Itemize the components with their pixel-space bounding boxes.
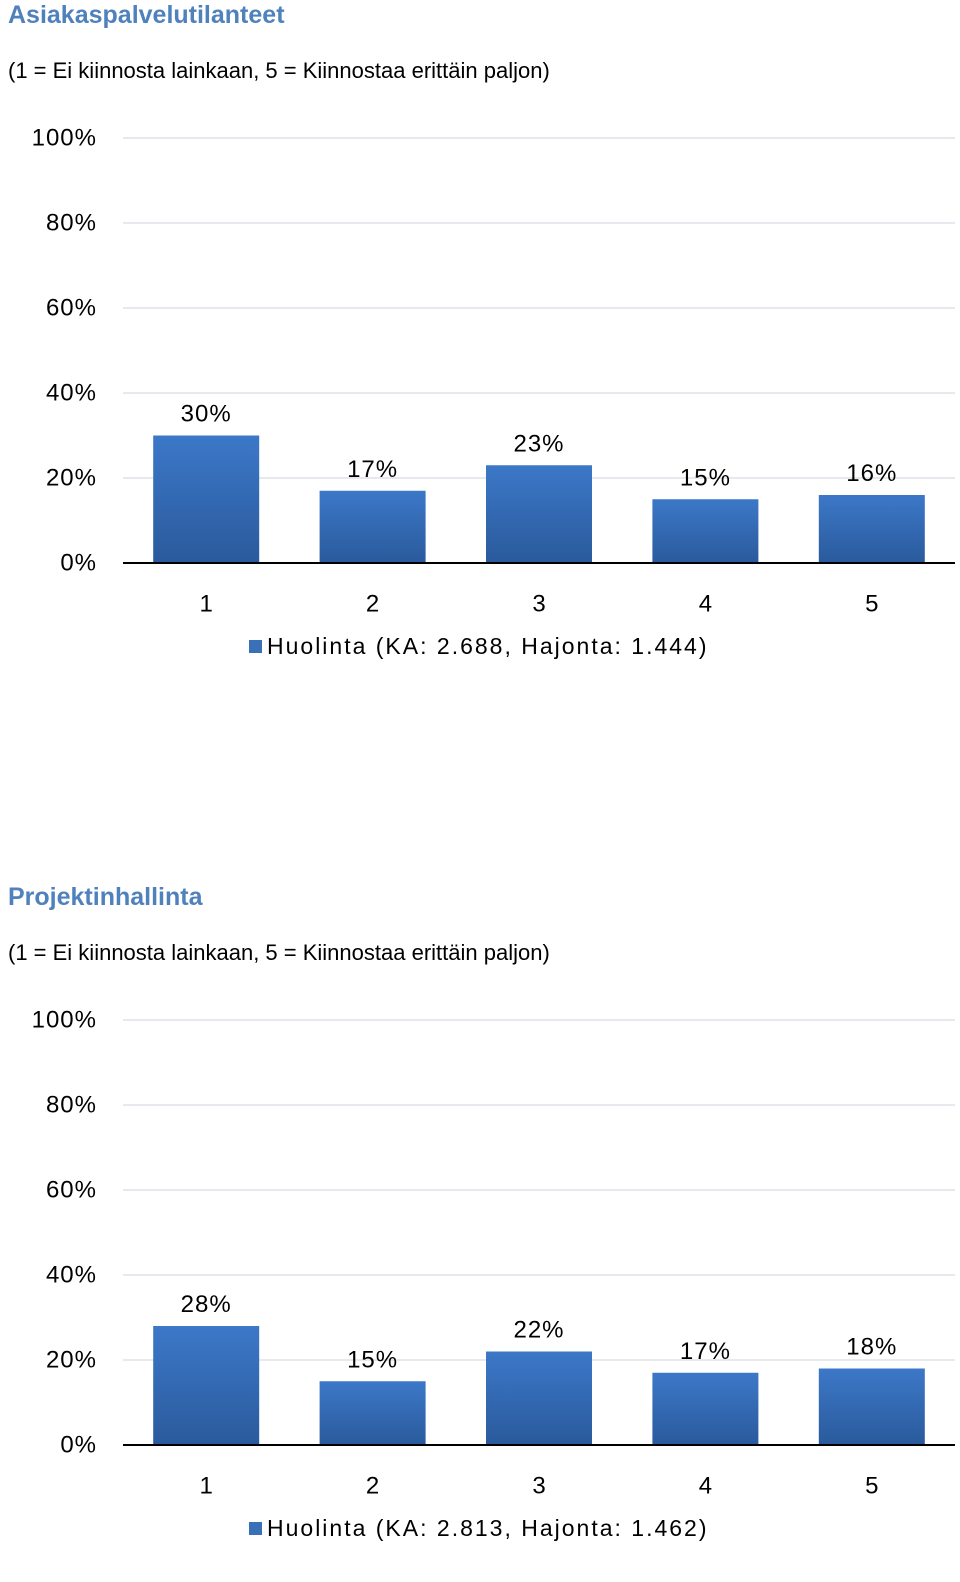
legend-marker [249,1522,262,1535]
data-label: 23% [513,430,564,457]
x-tick-label: 5 [865,1473,878,1500]
x-tick-label: 1 [200,1473,213,1500]
chart-subtitle: (1 = Ei kiinnosta lainkaan, 5 = Kiinnost… [8,58,550,83]
y-tick-label: 20% [46,1347,97,1374]
x-tick-label: 3 [532,1473,545,1500]
data-label: 17% [347,456,398,483]
y-tick-label: 80% [46,210,97,237]
x-tick-label: 1 [200,591,213,618]
bar [818,1368,925,1445]
chart-section-1: Asiakaspalvelutilanteet (1 = Ei kiinnost… [0,0,960,700]
x-tick-label: 4 [699,1473,712,1500]
y-tick-label: 0% [60,550,97,577]
bar-chart: 0% 20% 40% 60% 80% 100% 28% 1 15% 2 22% 3 17% 4 18% 5 Hu… [32,1007,955,1541]
data-label: 22% [513,1317,564,1344]
y-tick-label: 20% [46,465,97,492]
bar [652,499,759,563]
y-tick-label: 100% [32,1007,97,1034]
y-tick-label: 100% [32,125,97,152]
y-tick-label: 0% [60,1432,97,1459]
chart-section-2: Projektinhallinta (1 = Ei kiinnosta lain… [0,882,960,1582]
data-label: 16% [846,460,897,487]
chart-subtitle: (1 = Ei kiinnosta lainkaan, 5 = Kiinnost… [8,940,550,965]
bar [818,495,925,563]
data-label: 15% [347,1346,398,1373]
chart-title: Asiakaspalvelutilanteet [8,1,285,29]
x-tick-label: 5 [865,591,878,618]
chart-title: Projektinhallinta [8,883,203,911]
bar [153,1326,260,1445]
bar [486,1351,592,1445]
x-tick-label: 3 [532,591,545,618]
y-tick-label: 40% [46,1262,97,1289]
x-tick-label: 2 [366,591,379,618]
data-label: 17% [680,1338,731,1365]
x-tick-label: 2 [366,1473,379,1500]
bar [652,1372,759,1445]
x-tick-label: 4 [699,591,712,618]
legend-label: Huolinta (KA: 2.688, Hajonta: 1.444) [267,633,709,659]
y-tick-label: 40% [46,380,97,407]
bar [319,1381,426,1445]
y-tick-label: 80% [46,1092,97,1119]
y-tick-label: 60% [46,295,97,322]
bar [319,490,426,563]
data-label: 18% [846,1334,897,1361]
y-tick-label: 60% [46,1177,97,1204]
legend-label: Huolinta (KA: 2.813, Hajonta: 1.462) [267,1515,709,1541]
data-label: 28% [181,1291,232,1318]
bar-chart: 0% 20% 40% 60% 80% 100% 30% 1 17% 2 23% 3 15% 4 16% 5 Hu… [32,125,955,659]
bar [486,465,592,563]
data-label: 30% [181,401,232,428]
bar [153,435,260,563]
legend-marker [249,640,262,653]
data-label: 15% [680,464,731,491]
